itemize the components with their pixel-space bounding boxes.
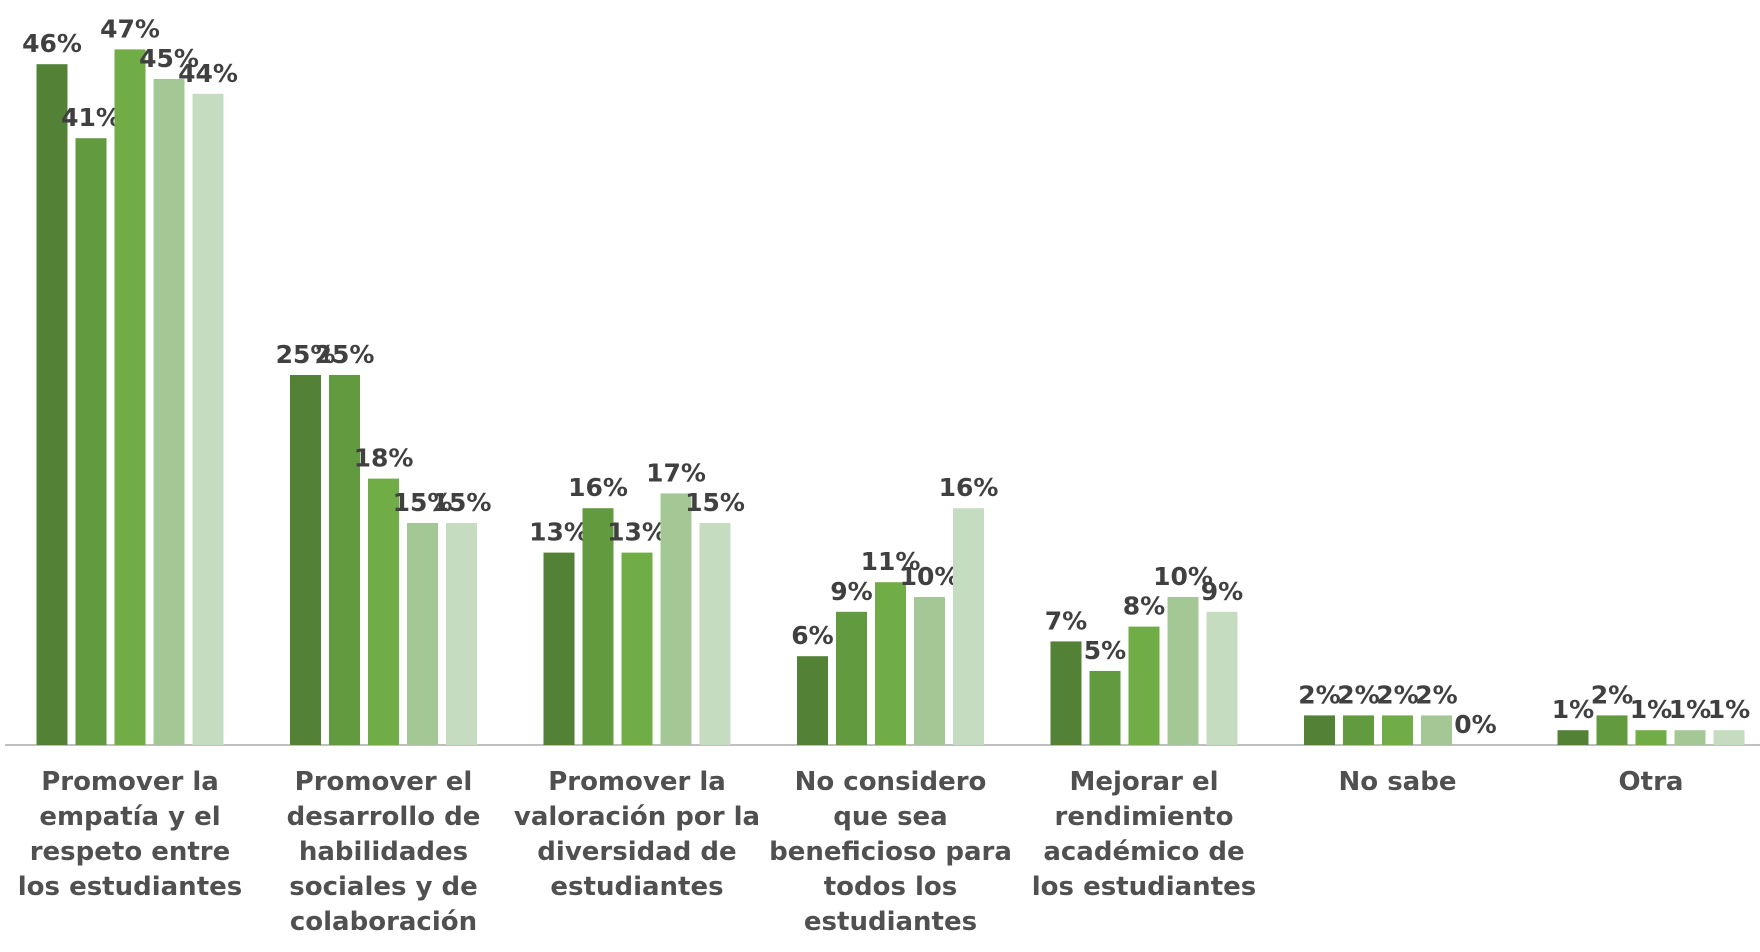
data-label: 13% — [529, 518, 589, 547]
data-label: 1% — [1630, 695, 1672, 724]
bar — [153, 79, 185, 745]
bar — [407, 523, 438, 745]
x-tick-label: Otra — [1618, 767, 1684, 797]
data-label: 25% — [276, 340, 336, 369]
bar — [1596, 715, 1628, 745]
bar — [836, 611, 867, 745]
bar — [1674, 730, 1706, 745]
x-tick-label: Promover la empatía y el respeto entre l… — [17, 767, 243, 902]
bar — [446, 523, 477, 745]
data-label: 16% — [939, 473, 999, 502]
bar — [1050, 641, 1082, 745]
x-tick-label: No sabe — [1338, 767, 1457, 797]
data-label: 13% — [607, 518, 667, 547]
data-label: 2% — [1591, 680, 1633, 709]
data-label: 2% — [1376, 680, 1418, 709]
bar — [192, 93, 224, 746]
bar — [953, 508, 984, 745]
data-label: 10% — [1153, 562, 1213, 591]
bar — [1713, 730, 1745, 745]
bar — [329, 375, 360, 745]
data-label: 0% — [1454, 710, 1496, 739]
bar — [36, 64, 68, 745]
data-label: 11% — [861, 547, 921, 576]
data-label: 1% — [1669, 695, 1711, 724]
bar — [114, 49, 146, 745]
data-label: 47% — [100, 14, 160, 43]
data-label: 2% — [1298, 680, 1340, 709]
data-label: 2% — [1415, 680, 1457, 709]
data-label: 15% — [432, 488, 492, 517]
bar — [1557, 730, 1589, 745]
x-tick-label: Mejorar el rendimiento académico de los … — [1031, 767, 1257, 902]
x-tick-label: Promover el desarrollo de habilidades so… — [286, 767, 481, 937]
bar — [368, 478, 399, 745]
bar — [1635, 730, 1667, 745]
data-label: 25% — [315, 340, 375, 369]
bar — [1167, 597, 1199, 745]
data-label: 17% — [646, 458, 706, 487]
bar — [1343, 715, 1374, 745]
data-label: 1% — [1708, 695, 1750, 724]
bar — [1304, 715, 1335, 745]
data-label: 16% — [568, 473, 628, 502]
bar — [582, 508, 614, 745]
data-label: 7% — [1045, 606, 1087, 635]
bar — [1128, 626, 1160, 745]
data-label: 9% — [830, 577, 872, 606]
data-label: 1% — [1552, 695, 1594, 724]
bar — [660, 493, 692, 745]
data-label: 8% — [1123, 592, 1165, 621]
data-label: 9% — [1201, 577, 1243, 606]
bar — [875, 582, 906, 745]
data-label: 10% — [900, 562, 960, 591]
x-tick-label: Promover la valoración por la diversidad… — [513, 767, 761, 902]
data-label: 41% — [61, 103, 121, 132]
bar — [1382, 715, 1413, 745]
data-label: 15% — [685, 488, 745, 517]
bar — [699, 523, 731, 745]
data-label: 6% — [791, 621, 833, 650]
x-tick-label: No considero que sea beneficioso para to… — [769, 767, 1012, 937]
data-label: 46% — [22, 29, 82, 58]
bar — [914, 597, 945, 745]
bar — [1421, 715, 1452, 745]
data-label: 2% — [1337, 680, 1379, 709]
bar — [290, 375, 321, 745]
data-label: 5% — [1084, 636, 1126, 665]
data-label: 15% — [393, 488, 453, 517]
data-label: 18% — [354, 444, 414, 473]
bar — [543, 552, 575, 745]
bar — [1089, 671, 1121, 745]
bar — [621, 552, 653, 745]
bar — [75, 138, 107, 745]
data-label: 44% — [178, 59, 238, 88]
bar — [1206, 611, 1238, 745]
bar — [797, 656, 828, 745]
data-label: 45% — [139, 44, 199, 73]
